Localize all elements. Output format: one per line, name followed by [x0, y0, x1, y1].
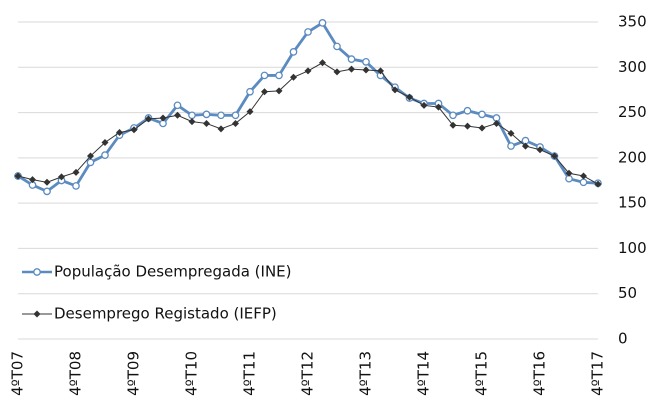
point — [449, 121, 457, 129]
point — [493, 119, 500, 127]
point — [406, 93, 413, 101]
point — [536, 146, 544, 154]
point — [275, 71, 283, 80]
point — [318, 19, 327, 27]
point — [333, 68, 341, 76]
point — [203, 119, 210, 127]
y-tick-label: 350 — [618, 13, 647, 31]
point — [260, 71, 269, 80]
point — [145, 115, 152, 123]
point — [507, 142, 515, 150]
point — [33, 268, 41, 276]
point — [333, 42, 341, 51]
point — [159, 114, 167, 122]
y-tick-label: 150 — [618, 194, 647, 212]
point — [188, 111, 196, 120]
y-tick-label: 0 — [618, 330, 628, 348]
y-tick-label: 200 — [618, 148, 647, 166]
point — [101, 151, 109, 159]
point — [565, 169, 573, 177]
y-tick-label: 300 — [618, 58, 647, 76]
x-tick-label: 4ºT12 — [299, 351, 317, 396]
point — [348, 65, 355, 73]
point — [14, 172, 22, 180]
point — [289, 48, 298, 56]
point — [261, 88, 268, 96]
point — [478, 124, 486, 132]
y-tick-label: 250 — [618, 103, 647, 121]
point — [551, 152, 558, 160]
point — [463, 106, 472, 115]
point — [478, 110, 486, 119]
point — [579, 178, 588, 187]
point — [87, 152, 94, 160]
y-tick-label: 50 — [618, 284, 637, 302]
point — [86, 158, 95, 167]
point — [246, 108, 254, 116]
x-tick-label: 4ºT17 — [589, 351, 607, 396]
point — [174, 111, 181, 119]
point — [347, 55, 356, 63]
x-tick-label: 4ºT11 — [241, 351, 259, 396]
point — [275, 87, 283, 95]
legend-label: População Desempregada (INE) — [54, 263, 292, 281]
point — [435, 103, 442, 111]
point — [449, 111, 457, 120]
y-tick-label: 100 — [618, 239, 647, 257]
x-tick-label: 4ºT10 — [183, 351, 201, 396]
point — [231, 111, 240, 120]
point — [130, 126, 138, 134]
point — [202, 110, 211, 119]
point — [362, 58, 370, 66]
point — [464, 122, 471, 130]
point — [188, 118, 196, 126]
point — [319, 59, 326, 67]
point — [173, 101, 182, 110]
point — [362, 66, 370, 74]
point — [101, 138, 109, 146]
point — [304, 28, 312, 36]
x-tick-label: 4ºT15 — [473, 351, 491, 396]
series-line — [17, 20, 599, 193]
point — [507, 129, 515, 137]
point — [72, 168, 80, 176]
x-tick-label: 4ºT13 — [357, 351, 375, 396]
x-tick-label: 4ºT16 — [531, 351, 549, 396]
point — [72, 182, 80, 190]
x-tick-label: 4ºT08 — [67, 351, 85, 396]
point — [246, 87, 254, 96]
point — [594, 180, 602, 188]
point — [232, 119, 239, 127]
point — [33, 310, 41, 318]
point — [420, 101, 428, 109]
x-tick-label: 4ºT07 — [9, 351, 27, 396]
point — [217, 111, 225, 120]
point — [391, 86, 399, 94]
point — [43, 187, 51, 196]
legend-label: Desemprego Registado (IEFP) — [54, 305, 277, 323]
point — [580, 172, 587, 180]
point — [290, 73, 297, 81]
point — [58, 173, 65, 181]
point — [43, 178, 51, 186]
point — [217, 125, 225, 133]
point — [377, 67, 384, 75]
x-tick-label: 4ºT09 — [125, 351, 143, 396]
point — [116, 128, 123, 136]
point — [522, 142, 529, 150]
point — [29, 176, 36, 184]
series-line — [17, 62, 599, 185]
point — [304, 67, 312, 75]
x-tick-label: 4ºT14 — [415, 351, 433, 396]
